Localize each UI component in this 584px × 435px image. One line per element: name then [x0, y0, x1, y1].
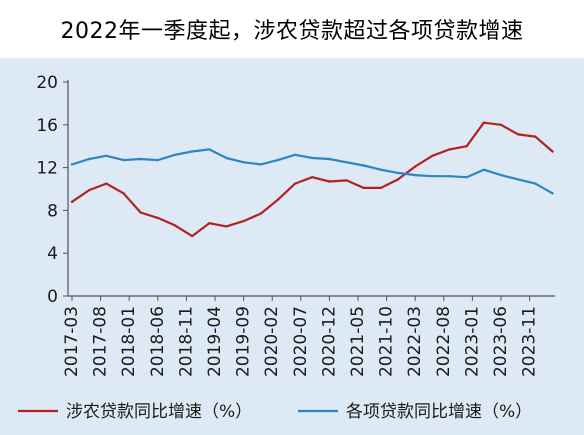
data-point — [242, 161, 245, 164]
data-point — [379, 186, 383, 190]
data-point — [362, 186, 365, 190]
data-point — [517, 133, 520, 136]
data-point — [259, 212, 262, 215]
x-tick-label: 2020-02 — [262, 306, 282, 377]
data-point — [208, 148, 211, 151]
x-tick-label: 2018-06 — [148, 306, 168, 377]
data-point — [551, 192, 554, 195]
x-tick-label: 2018-01 — [119, 306, 139, 377]
data-point — [448, 175, 451, 178]
data-point — [122, 192, 125, 195]
data-point — [88, 157, 91, 161]
data-point — [431, 154, 434, 157]
data-point — [311, 176, 314, 179]
data-point — [311, 156, 314, 160]
data-point — [173, 153, 177, 156]
data-point — [276, 158, 280, 162]
data-point — [414, 173, 417, 177]
data-point — [242, 219, 245, 223]
data-point — [225, 156, 228, 160]
data-point — [499, 123, 503, 127]
x-tick-label: 2020-07 — [291, 306, 311, 377]
legend-label: 涉农贷款同比增速（%） — [66, 402, 252, 422]
data-point — [105, 182, 108, 185]
data-point — [345, 179, 348, 182]
data-point — [362, 164, 365, 167]
data-point — [328, 157, 331, 161]
y-tick-label: 16 — [36, 116, 58, 136]
data-point — [465, 176, 468, 179]
series-line-all-loans — [70, 148, 554, 195]
data-point — [139, 211, 142, 214]
data-point — [482, 121, 485, 124]
data-point — [156, 158, 159, 162]
data-point — [225, 225, 228, 228]
data-point — [88, 188, 91, 192]
x-tick-label: 2019-09 — [234, 306, 254, 377]
x-tick-label: 2018-11 — [176, 306, 196, 377]
y-tick-label: 8 — [47, 201, 58, 221]
data-point — [105, 154, 108, 157]
data-point — [70, 163, 74, 166]
x-tick-label: 2023-11 — [520, 306, 540, 377]
data-point — [499, 173, 503, 177]
data-point — [156, 216, 159, 220]
data-point — [534, 135, 537, 138]
plot-area-background — [0, 58, 584, 435]
data-point — [190, 234, 194, 238]
data-point — [448, 148, 451, 151]
series-line-agri-loans — [70, 121, 554, 238]
data-point — [517, 178, 520, 181]
data-point — [396, 178, 400, 181]
data-point — [414, 165, 417, 168]
chart-title-bar: 2022年一季度起，涉农贷款超过各项贷款增速 — [0, 0, 584, 58]
data-point — [276, 198, 280, 201]
x-tick-label: 2023-01 — [462, 306, 482, 377]
x-tick-label: 2022-03 — [405, 306, 425, 377]
data-point — [482, 168, 485, 171]
data-point — [122, 158, 125, 162]
data-point — [293, 153, 297, 156]
x-tick-label: 2021-10 — [377, 306, 397, 377]
y-tick-label: 12 — [36, 159, 58, 179]
y-tick-label: 20 — [36, 73, 58, 93]
data-point — [293, 182, 297, 185]
data-point — [345, 161, 348, 164]
x-tick-label: 2023-06 — [491, 306, 511, 377]
y-tick-label: 0 — [47, 287, 58, 307]
chart-title: 2022年一季度起，涉农贷款超过各项贷款增速 — [60, 19, 524, 44]
x-tick-label: 2017-03 — [62, 306, 82, 377]
data-point — [259, 163, 262, 166]
data-point — [139, 157, 142, 161]
data-point — [190, 150, 194, 153]
x-tick-label: 2022-08 — [434, 306, 454, 377]
data-point — [396, 171, 400, 175]
data-point — [551, 150, 554, 153]
legend-label: 各项贷款同比增速（%） — [346, 402, 532, 422]
data-point — [173, 224, 177, 227]
x-tick-label: 2019-04 — [205, 306, 225, 377]
data-point — [379, 168, 383, 171]
data-point — [70, 200, 74, 203]
data-point — [431, 175, 434, 178]
data-point — [465, 145, 468, 148]
x-tick-label: 2021-05 — [348, 306, 368, 377]
y-tick-label: 4 — [47, 244, 58, 264]
x-tick-label: 2017-08 — [91, 306, 111, 377]
data-point — [208, 222, 211, 225]
data-point — [328, 180, 331, 183]
x-tick-label: 2020-12 — [319, 306, 339, 377]
data-point — [534, 182, 537, 185]
